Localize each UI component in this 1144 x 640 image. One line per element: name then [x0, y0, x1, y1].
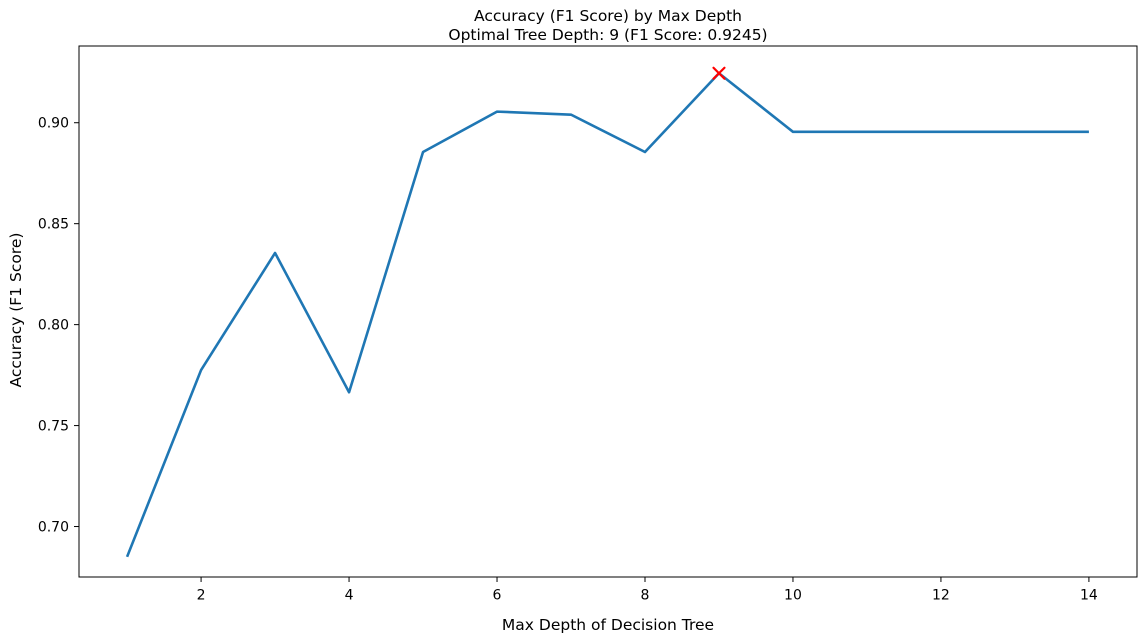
- x-axis-label: Max Depth of Decision Tree: [502, 616, 714, 634]
- x-tick-label: 6: [493, 588, 502, 604]
- y-tick-label: 0.70: [38, 520, 69, 536]
- x-tick-label: 10: [784, 588, 802, 604]
- x-tick-label: 8: [641, 588, 650, 604]
- x-tick-label: 2: [197, 588, 206, 604]
- y-tick-label: 0.85: [38, 217, 69, 233]
- axes-spines: [78, 45, 1138, 578]
- chart-subtitle: Optimal Tree Depth: 9 (F1 Score: 0.9245): [448, 26, 767, 44]
- optimal-point-marker-icon: [712, 66, 726, 80]
- y-tick-label: 0.90: [38, 116, 69, 132]
- plot-area: 2 4 6 8 10 12 14 0.70 0.75 0.80 0.85 0.90: [38, 45, 1138, 604]
- x-tick-label: 4: [345, 588, 354, 604]
- data-line: [125, 71, 1089, 558]
- y-tick-label: 0.75: [38, 419, 69, 435]
- x-tick-label: 12: [932, 588, 950, 604]
- y-axis-label: Accuracy (F1 Score): [7, 233, 25, 388]
- chart-title: Accuracy (F1 Score) by Max Depth: [474, 7, 742, 25]
- x-tick-label: 14: [1080, 588, 1098, 604]
- y-tick-label: 0.80: [38, 318, 69, 334]
